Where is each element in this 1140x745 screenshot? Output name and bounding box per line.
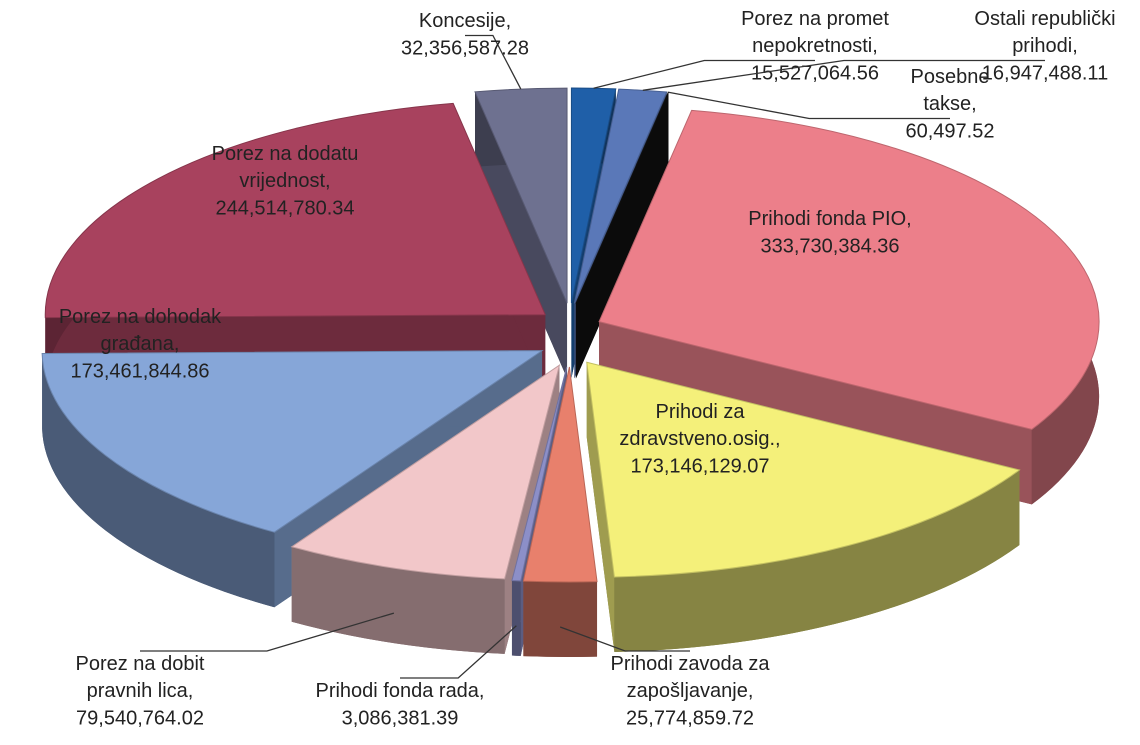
value-label: 173,461,844.86	[70, 360, 209, 382]
label-line: Porez na promet	[741, 8, 889, 30]
label-line: Porez na dohodak	[59, 306, 222, 328]
data-label: Posebne takse,	[911, 66, 990, 115]
value-label: 16,947,488.11	[982, 62, 1108, 84]
slice-wall	[523, 581, 597, 657]
value-label: 32,356,587.28	[401, 37, 529, 59]
label-line: nepokretnosti,	[752, 35, 878, 57]
data-label: Ostali republički prihodi,	[974, 8, 1115, 57]
data-label: Prihodi zavoda za zapošljavanje,	[611, 653, 771, 702]
label-line: Prihodi zavoda za	[611, 653, 771, 675]
label-line: zapošljavanje,	[627, 680, 754, 702]
label-line: Ostali republički	[974, 8, 1115, 30]
label-line: Porez na dodatu	[212, 143, 359, 165]
label-line: Koncesije,	[419, 10, 511, 32]
label-line: vrijednost,	[239, 170, 330, 192]
value-label: 25,774,859.72	[626, 707, 754, 729]
label-line: Prihodi za	[656, 401, 746, 423]
label-line: građana,	[101, 333, 180, 355]
value-label: 333,730,384.36	[760, 235, 899, 257]
data-label: Koncesije,	[419, 10, 511, 32]
value-label: 173,146,129.07	[630, 455, 769, 477]
label-line: takse,	[923, 93, 976, 115]
label-line: Prihodi fonda PIO,	[748, 208, 911, 230]
label-line: Porez na dobit	[76, 653, 205, 675]
value-label: 3,086,381.39	[342, 707, 459, 729]
data-label: Porez na promet nepokretnosti,	[741, 8, 889, 57]
slice-wall	[512, 581, 521, 656]
label-line: zdravstveno.osig.,	[619, 428, 780, 450]
value-label: 60,497.52	[906, 120, 995, 142]
label-line: Prihodi fonda rada,	[315, 680, 484, 702]
data-label: Prihodi fonda PIO,	[748, 208, 911, 230]
data-label: Prihodi fonda rada,	[315, 680, 484, 702]
label-line: pravnih lica,	[87, 680, 194, 702]
value-label: 79,540,764.02	[76, 707, 204, 729]
data-label: Porez na dobit pravnih lica,	[76, 653, 205, 702]
value-label: 15,527,064.56	[751, 62, 879, 84]
label-line: prihodi,	[1012, 35, 1078, 57]
label-line: Posebne	[911, 66, 990, 88]
value-label: 244,514,780.34	[215, 197, 354, 219]
